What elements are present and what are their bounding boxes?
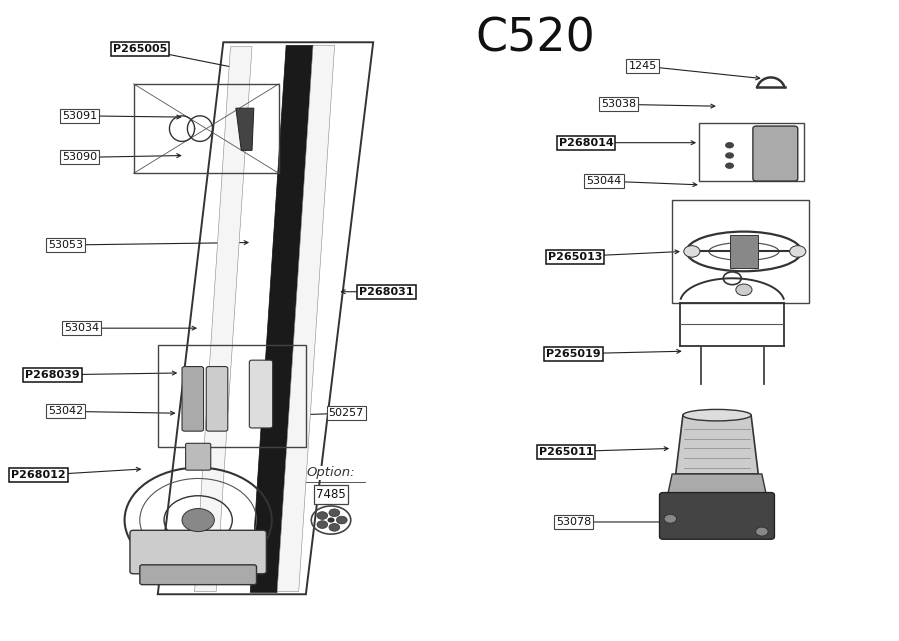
Text: P265011: P265011 (539, 447, 593, 456)
Polygon shape (676, 415, 758, 474)
Text: 53090: 53090 (62, 153, 97, 162)
Circle shape (664, 514, 677, 523)
FancyBboxPatch shape (182, 367, 203, 431)
Text: 50257: 50257 (329, 408, 364, 418)
Text: 53091: 53091 (62, 111, 97, 121)
FancyBboxPatch shape (730, 235, 758, 268)
Text: 1245: 1245 (628, 61, 656, 71)
Text: P268039: P268039 (25, 370, 80, 380)
Text: 53038: 53038 (601, 99, 636, 110)
Polygon shape (668, 474, 766, 495)
Text: 53078: 53078 (556, 517, 591, 527)
Circle shape (725, 142, 734, 149)
Polygon shape (250, 46, 313, 592)
Circle shape (329, 524, 340, 531)
Polygon shape (194, 47, 252, 592)
FancyBboxPatch shape (206, 367, 227, 431)
Text: 7485: 7485 (316, 488, 346, 501)
Circle shape (329, 509, 340, 517)
FancyBboxPatch shape (130, 530, 266, 574)
Text: C520: C520 (475, 17, 594, 62)
FancyBboxPatch shape (660, 492, 774, 539)
Polygon shape (236, 108, 254, 151)
Circle shape (182, 508, 214, 531)
Circle shape (725, 163, 734, 169)
Text: 53042: 53042 (48, 406, 83, 416)
FancyBboxPatch shape (752, 126, 797, 181)
Circle shape (684, 246, 700, 257)
Text: 53044: 53044 (586, 176, 621, 186)
Text: P265013: P265013 (548, 251, 602, 262)
Text: P268031: P268031 (360, 287, 414, 297)
Text: Option:: Option: (307, 466, 355, 479)
Circle shape (789, 246, 806, 257)
Circle shape (736, 284, 752, 296)
Circle shape (336, 516, 347, 524)
Text: P265005: P265005 (112, 44, 167, 54)
Text: P268014: P268014 (558, 138, 613, 147)
FancyBboxPatch shape (249, 360, 272, 428)
Text: P268012: P268012 (11, 470, 66, 480)
Text: P265019: P265019 (546, 349, 601, 359)
Circle shape (755, 527, 768, 536)
Text: 53034: 53034 (64, 323, 99, 333)
Text: 53053: 53053 (48, 240, 83, 250)
Polygon shape (277, 46, 334, 592)
Circle shape (327, 517, 334, 522)
FancyBboxPatch shape (140, 565, 256, 585)
Ellipse shape (683, 410, 751, 421)
Circle shape (725, 153, 734, 159)
Circle shape (317, 520, 328, 528)
FancyBboxPatch shape (185, 444, 210, 470)
Circle shape (317, 512, 328, 519)
